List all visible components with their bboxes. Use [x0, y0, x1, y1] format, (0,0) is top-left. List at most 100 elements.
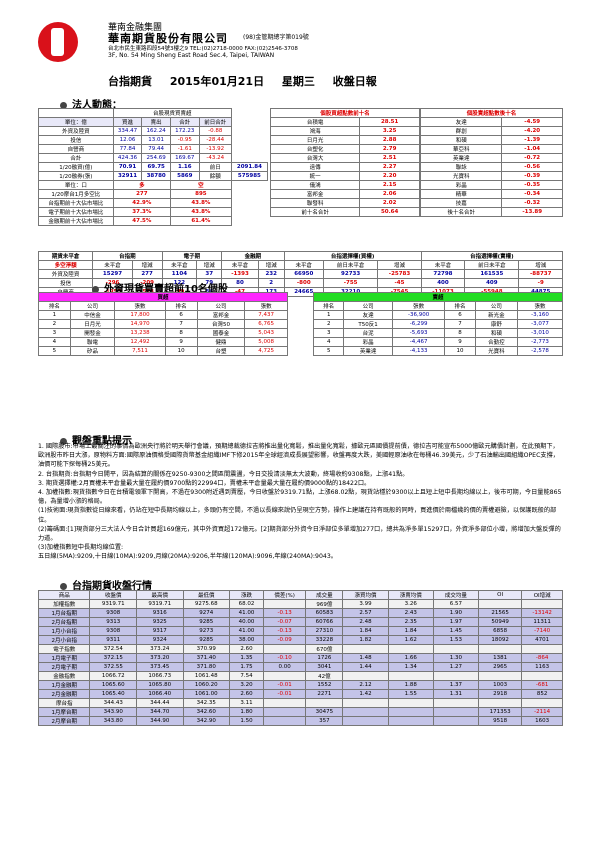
company-name: 華南期貨股份有限公司 [108, 32, 228, 45]
cell [477, 644, 523, 654]
cell: -4,467 [391, 337, 446, 347]
cell: 371.80 [182, 662, 231, 672]
cell: 1.84 [342, 626, 389, 636]
cell: -88737 [518, 269, 563, 279]
cell: 金融指數 [37, 671, 91, 681]
cell: 33228 [305, 635, 344, 645]
stock-value: -0.56 [501, 162, 563, 172]
table-row: 1月摩台期 343.90 344.70 342.60 1.80 30475 171353 -2… [37, 707, 563, 717]
table-row: 1 中信金 17,800 6 富邦金 7,437 [38, 310, 288, 320]
cell: 40.00 [229, 617, 264, 627]
cell: 電子期前十大佔市場比 [38, 207, 114, 217]
cell [387, 716, 434, 726]
stock-name: 精華 [419, 189, 503, 199]
cell: 1.75 [229, 662, 264, 672]
cell: 3 [312, 328, 345, 338]
news-paragraph: (2)籌碼面:[1]現貨部分三大法人今日合計買超169億元，其中外資買超172億… [38, 525, 561, 543]
cell: 277 [131, 269, 163, 279]
cell: 1.16 [169, 162, 200, 172]
cell: 5 [312, 346, 345, 356]
cell: 1.80 [229, 707, 264, 717]
cell: 投信 [37, 278, 94, 288]
table-row: 精華 -0.34 [419, 189, 563, 199]
table-row: 聯詠 -0.56 [419, 162, 563, 172]
cell: 2271 [305, 689, 344, 699]
title-weekday: 星期三 [281, 75, 315, 88]
cell: 2.35 [387, 617, 434, 627]
table-row: 電子期前十大佔市場比 37.3% 43.8% [38, 207, 268, 217]
cell: 1 [312, 310, 345, 320]
cell: 161535 [464, 269, 520, 279]
cell: 10 [164, 346, 198, 356]
table-row: 外資及陸資 334.47 162.24 172.23 -0.88 [38, 126, 268, 136]
stock-value: -0.35 [501, 180, 563, 190]
col-header: 排名 [444, 301, 476, 311]
stock-value: 2.79 [359, 144, 420, 154]
col: 賣出 [141, 117, 171, 127]
table-row: 前十名合計 50.64 [269, 207, 420, 217]
cell: 41.00 [229, 608, 264, 618]
cell: 1065.80 [136, 680, 184, 690]
stock-name: 台積電 [269, 117, 361, 127]
cell: 1月金融期 [37, 680, 91, 690]
cell: 70.91 [112, 162, 143, 172]
cell: -0.01 [262, 689, 307, 699]
cell: 5,043 [244, 328, 288, 338]
stock-name: 光寶科 [419, 171, 503, 181]
stock-value: 3.25 [359, 126, 420, 136]
cell: 372.55 [89, 662, 137, 672]
cell: 342.90 [182, 716, 231, 726]
cell [342, 671, 389, 681]
cell: 電子指數 [37, 644, 91, 654]
cell [432, 671, 479, 681]
col-header: 漲賣均價 [387, 590, 434, 600]
table-row: 合計 424.36 254.69 169.67 -43.24 [38, 153, 268, 163]
section-title: 法人動態： [72, 100, 122, 111]
cell [387, 671, 434, 681]
cell: 66950 [283, 269, 324, 279]
cell: 9275.68 [182, 599, 231, 609]
news-paragraph: 五日線(5MA):9209,十日線(10MA):9209,月線(20MA):92… [38, 553, 337, 561]
cell: -2,773 [517, 337, 563, 347]
cell: 2 [257, 278, 285, 288]
cell: 金融期前十大佔市場比 [38, 216, 114, 226]
col-header: 增減 [518, 260, 563, 270]
stock-value: -0.34 [501, 189, 563, 199]
cell: -1.61 [169, 144, 200, 154]
cell: 342.35 [182, 698, 231, 708]
stock-name: 台灣大 [269, 153, 361, 163]
cell: 171353 [477, 707, 523, 717]
cell: 277 [112, 189, 171, 199]
cell: -4,133 [391, 346, 446, 356]
cell: 9285 [182, 635, 231, 645]
cell: 1.50 [229, 716, 264, 726]
col-header: 增減 [196, 260, 223, 270]
cell: 969億 [305, 599, 344, 609]
cell [387, 698, 434, 708]
cell [262, 707, 307, 717]
table-row: 2月台指期 9313 9325 9285 40.00 -0.07 60766 2.48 2.35… [37, 617, 563, 627]
cell [521, 698, 563, 708]
cell: 2965 [477, 662, 523, 672]
cell [342, 698, 389, 708]
sell-title: 個股賣超點數後十名 [420, 108, 563, 118]
cell: 6858 [477, 626, 523, 636]
cell: 0.00 [262, 662, 307, 672]
cell: 1月摩台期 [37, 707, 91, 717]
cell: -800 [283, 278, 324, 288]
stock-name: 富邦金 [269, 189, 361, 199]
cell: 9 [164, 337, 198, 347]
cell: 9285 [182, 617, 231, 627]
cell: 1066.73 [136, 671, 184, 681]
logo-icon [38, 22, 78, 62]
table-row: 1 友達 -36,900 6 新光金 -3,160 [312, 310, 563, 320]
table-row: 富邦金 2.06 [269, 189, 420, 199]
cell: 加權指數 [37, 599, 91, 609]
cell: 1.88 [387, 680, 434, 690]
cell: 1/20融資(億) [38, 162, 114, 172]
cell: 254.69 [141, 153, 171, 163]
cell: 18092 [477, 635, 523, 645]
stock-name: 統一 [269, 171, 361, 181]
cell: 1.30 [432, 653, 479, 663]
cell: 2.60 [229, 644, 264, 654]
